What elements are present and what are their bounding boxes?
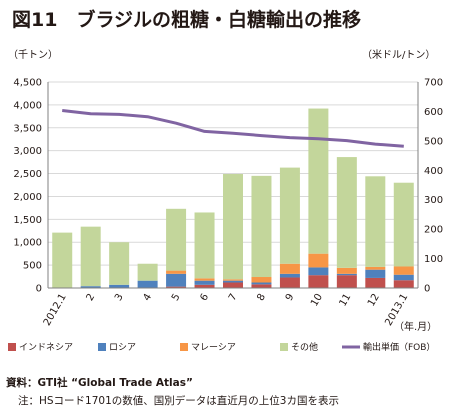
source-label: 資料：GTI社 “Global Trade Atlas” <box>6 376 193 389</box>
bar-segment <box>194 278 215 281</box>
legend-label: 輸出単価（FOB） <box>363 341 435 353</box>
bar-segment <box>308 253 329 268</box>
bar-segment <box>393 266 414 275</box>
bar-segment <box>336 275 357 288</box>
left-tick-label: 2,000 <box>13 192 42 203</box>
chart-title: 図11 ブラジルの粗糖・白糖輸出の推移 <box>12 8 361 31</box>
bar-segment <box>166 286 187 288</box>
legend-label: インドネシア <box>19 342 73 353</box>
bar-segment <box>223 174 243 280</box>
right-tick-label: 200 <box>424 225 443 236</box>
x-tick-label: 6 <box>198 292 211 303</box>
right-tick-label: 600 <box>424 107 443 118</box>
left-tick-label: 4,000 <box>13 100 42 111</box>
legend-swatch <box>8 343 16 351</box>
legend-label: ロシア <box>109 343 136 353</box>
bar-segment <box>194 280 215 285</box>
right-tick-label: 400 <box>424 166 443 177</box>
bar-segment <box>194 212 215 279</box>
bar-segment <box>251 277 272 283</box>
x-tick-label: 11 <box>338 292 354 309</box>
bar-segment <box>365 266 386 270</box>
legend-swatch <box>280 343 288 351</box>
bar-segment <box>223 279 243 281</box>
left-tick-label: 2,500 <box>13 169 42 180</box>
bar-segment <box>336 267 357 274</box>
right-axis-ticks: 0 100 200 300 400 500 600 700 <box>424 78 443 295</box>
bar-segment <box>279 263 300 274</box>
bar-segment <box>137 263 158 281</box>
left-tick-label: 4,500 <box>13 78 42 89</box>
legend: インドネシア ロシア マレーシア その他 輸出単価（FOB） <box>8 341 435 353</box>
x-tick-label: 4 <box>141 292 154 303</box>
bar-segment <box>279 167 300 264</box>
x-axis-ticks: 2012.1 2 3 4 5 6 7 8 9 10 11 12 2013.1 <box>42 292 411 328</box>
price-line <box>62 109 404 148</box>
bar-segment <box>52 232 73 288</box>
right-tick-label: 100 <box>424 254 443 265</box>
left-tick-label: 3,000 <box>13 146 42 157</box>
x-tick-label: 10 <box>309 292 325 309</box>
legend-swatch <box>180 343 188 351</box>
right-tick-label: 0 <box>424 284 430 295</box>
bar-segment <box>365 176 386 267</box>
bar-segment <box>393 182 414 267</box>
bar-segment <box>336 157 357 268</box>
bar-segment <box>166 208 187 271</box>
price-line-path <box>62 109 404 148</box>
x-tick-label: 2012.1 <box>42 292 69 328</box>
bar-segment <box>80 226 101 287</box>
bars <box>52 108 414 288</box>
bar-segment <box>80 286 101 288</box>
legend-label: その他 <box>291 341 318 353</box>
bar-segment <box>251 284 272 288</box>
x-tick-label: 3 <box>113 292 126 303</box>
axes <box>47 82 419 289</box>
bar-segment <box>279 273 300 278</box>
right-tick-label: 700 <box>424 78 443 89</box>
bar-segment <box>393 274 414 281</box>
bar-segment <box>194 284 215 288</box>
right-tick-label: 500 <box>424 136 443 147</box>
x-tick-label: 7 <box>227 292 240 303</box>
note-label: 注：HSコード1701の数値、国別データは直近月の上位3カ国を表示 <box>18 394 339 407</box>
bar-segment <box>109 284 130 288</box>
x-tick-label: 5 <box>170 292 183 303</box>
bar-segment <box>393 280 414 288</box>
bar-segment <box>109 242 130 285</box>
bar-segment <box>137 280 158 288</box>
bar-segment <box>223 280 243 283</box>
legend-label: マレーシア <box>191 343 236 353</box>
left-tick-label: 1,000 <box>13 238 42 249</box>
left-axis-unit: （千トン） <box>8 49 58 61</box>
bar-segment <box>251 282 272 285</box>
bar-segment <box>308 275 329 288</box>
bar-segment <box>166 270 187 274</box>
left-tick-label: 0 <box>36 284 42 295</box>
bar-segment <box>279 277 300 288</box>
x-axis-unit: （年.月） <box>394 320 437 333</box>
legend-swatch <box>98 343 106 351</box>
left-tick-label: 3,500 <box>13 123 42 134</box>
bar-segment <box>308 108 329 254</box>
left-tick-label: 500 <box>23 261 42 272</box>
x-tick-label: 12 <box>366 292 382 309</box>
left-axis-ticks: 0 500 1,000 1,500 2,000 2,500 3,000 3,500 4,000 4… <box>13 78 42 295</box>
bar-segment <box>251 175 272 278</box>
bar-segment <box>308 267 329 276</box>
x-tick-label: 8 <box>255 292 268 303</box>
right-tick-label: 300 <box>424 195 443 206</box>
left-tick-label: 1,500 <box>13 215 42 226</box>
bar-segment <box>223 282 243 288</box>
bar-segment <box>166 273 187 287</box>
x-tick-label: 2 <box>85 292 98 303</box>
bar-segment <box>336 273 357 276</box>
right-axis-unit: （米ドル/トン） <box>362 48 435 61</box>
bar-segment <box>365 277 386 288</box>
x-tick-label: 9 <box>284 292 297 303</box>
bar-segment <box>365 269 386 278</box>
